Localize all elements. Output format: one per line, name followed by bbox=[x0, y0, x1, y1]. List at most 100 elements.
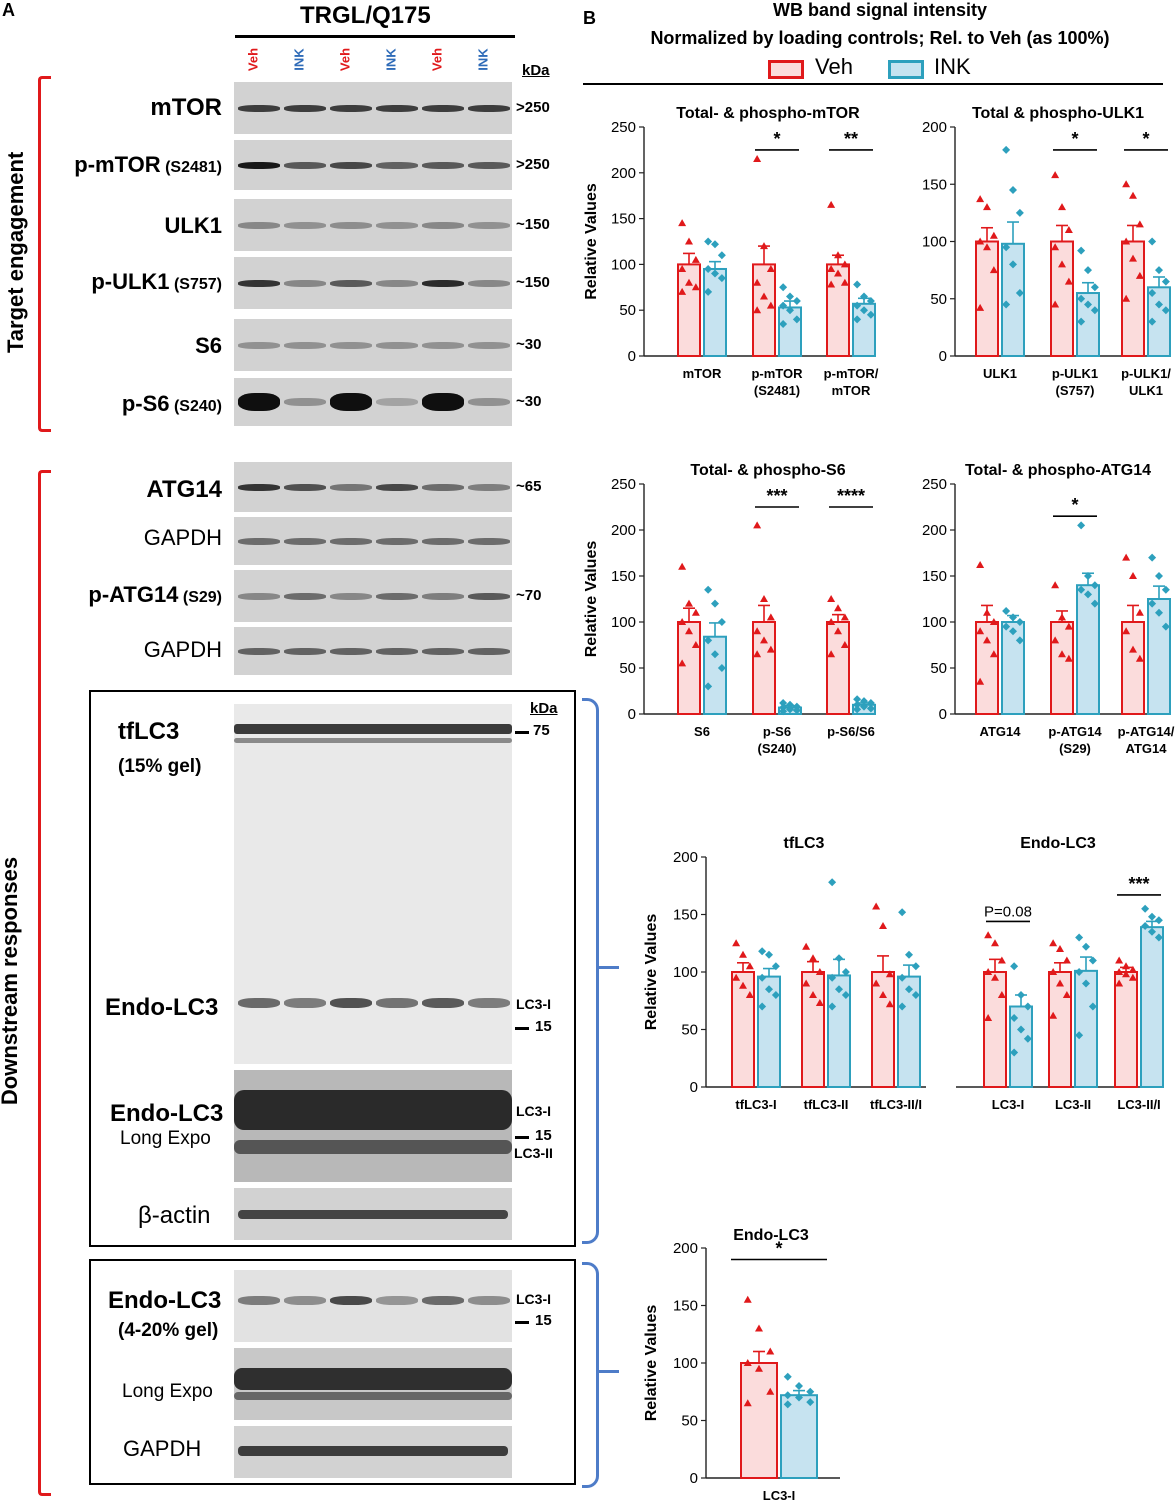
data-point-ink bbox=[1148, 553, 1157, 562]
y-axis-label: Relative Values bbox=[583, 183, 600, 300]
pmtor-name: p-mTOR bbox=[74, 152, 161, 177]
atg14-name: ATG14 bbox=[146, 476, 222, 503]
data-point-veh bbox=[1122, 970, 1130, 978]
data-point-veh bbox=[1051, 300, 1060, 308]
bar-veh bbox=[1048, 971, 1072, 1088]
data-point-ink bbox=[853, 301, 862, 310]
data-point-ink bbox=[1161, 306, 1170, 315]
data-point-veh bbox=[732, 973, 741, 981]
s6-label: S6 bbox=[195, 333, 222, 359]
data-point-ink bbox=[898, 908, 907, 917]
endo-lc3-band bbox=[422, 998, 464, 1008]
data-point-ink bbox=[1148, 599, 1157, 608]
data-point-veh bbox=[885, 970, 894, 978]
ulk1-name: ULK1 bbox=[164, 213, 222, 238]
data-point-veh bbox=[1135, 271, 1144, 279]
data-point-ink bbox=[1148, 317, 1157, 326]
y-tick-label: 100 bbox=[611, 614, 636, 631]
data-point-veh bbox=[753, 627, 762, 635]
data-point-ink bbox=[779, 283, 788, 292]
group-underline bbox=[235, 35, 515, 38]
gel420-band bbox=[284, 1296, 326, 1305]
data-point-veh bbox=[983, 636, 991, 644]
data-point-veh bbox=[802, 942, 811, 950]
data-point-veh bbox=[678, 219, 687, 227]
chart-title-2: Endo-LC3 bbox=[1020, 835, 1096, 852]
data-point-ink bbox=[1002, 622, 1011, 631]
data-point-veh bbox=[1122, 294, 1131, 302]
ps6-site: (S240) bbox=[169, 398, 222, 415]
data-point-ink bbox=[704, 636, 713, 645]
significance-label: *** bbox=[1128, 874, 1149, 894]
mw-tick-15c bbox=[515, 1321, 529, 1324]
blot-band bbox=[238, 279, 280, 287]
data-point-ink bbox=[1084, 590, 1092, 599]
data-point-ink bbox=[704, 264, 713, 273]
gel420-band bbox=[330, 1296, 372, 1305]
data-point-ink bbox=[1088, 956, 1097, 965]
blot-band bbox=[284, 537, 326, 545]
data-point-ink bbox=[711, 599, 719, 608]
data-point-ink bbox=[828, 973, 837, 982]
data-point-veh bbox=[1128, 965, 1137, 973]
data-point-veh bbox=[872, 902, 881, 910]
significance-label: **** bbox=[837, 486, 865, 506]
y-tick-label: 50 bbox=[681, 1413, 698, 1430]
data-point-ink bbox=[1017, 1025, 1025, 1034]
data-point-veh bbox=[739, 981, 747, 989]
data-point-ink bbox=[1023, 1034, 1032, 1043]
bar-ink bbox=[852, 302, 876, 357]
data-point-veh bbox=[766, 264, 775, 272]
bar-veh bbox=[752, 263, 776, 357]
data-point-veh bbox=[1062, 991, 1071, 998]
y-tick-label: 50 bbox=[930, 291, 947, 308]
data-point-ink bbox=[853, 280, 862, 289]
bar-ink bbox=[1147, 286, 1171, 357]
data-point-ink bbox=[1155, 608, 1163, 617]
data-point-veh bbox=[743, 1295, 752, 1303]
data-point-ink bbox=[1017, 991, 1025, 999]
data-point-ink bbox=[779, 698, 788, 707]
chart-title: Total- & phospho-ATG14 bbox=[965, 462, 1151, 479]
data-point-ink bbox=[1090, 581, 1099, 590]
pulk1-mw: ~150 bbox=[516, 274, 550, 291]
bar-veh bbox=[1050, 621, 1074, 715]
blot-band bbox=[330, 393, 372, 411]
endo-lc3-band bbox=[330, 998, 372, 1008]
data-point-ink bbox=[1088, 1002, 1097, 1011]
category-label: (S29) bbox=[1059, 741, 1091, 756]
data-point-veh bbox=[760, 595, 768, 602]
data-point-veh bbox=[760, 636, 768, 644]
data-point-veh bbox=[1115, 979, 1124, 987]
bar-veh bbox=[826, 621, 850, 715]
data-point-veh bbox=[840, 641, 849, 648]
endo-lc3-label: Endo-LC3 bbox=[105, 994, 219, 1021]
data-point-ink bbox=[1090, 283, 1099, 292]
bar-ink bbox=[1076, 584, 1100, 716]
data-point-veh bbox=[678, 562, 687, 570]
data-point-veh bbox=[766, 613, 775, 621]
data-point-veh bbox=[745, 962, 754, 970]
blot-band bbox=[284, 647, 326, 655]
legend-ink-label: INK bbox=[934, 54, 971, 79]
data-point-veh bbox=[753, 521, 762, 529]
data-point-veh bbox=[840, 613, 849, 621]
blot-band bbox=[422, 161, 464, 169]
data-point-veh bbox=[1064, 226, 1073, 234]
category-label: tfLC3-II bbox=[804, 1097, 849, 1112]
bar-veh bbox=[1050, 240, 1074, 357]
y-tick-label: 200 bbox=[611, 522, 636, 539]
data-point-ink bbox=[1010, 962, 1019, 971]
chart-title: Endo-LC3 bbox=[733, 1227, 809, 1244]
data-point-veh bbox=[1064, 622, 1073, 630]
data-point-ink bbox=[1015, 636, 1024, 645]
y-tick-label: 150 bbox=[673, 907, 698, 924]
bar-ink bbox=[1001, 242, 1025, 357]
data-point-ink bbox=[795, 1382, 803, 1390]
blot-band bbox=[284, 161, 326, 169]
bar-veh bbox=[731, 971, 755, 1088]
blot-band bbox=[284, 221, 326, 229]
data-point-ink bbox=[1077, 246, 1086, 255]
data-point-ink bbox=[717, 618, 726, 626]
data-point-ink bbox=[866, 310, 875, 319]
